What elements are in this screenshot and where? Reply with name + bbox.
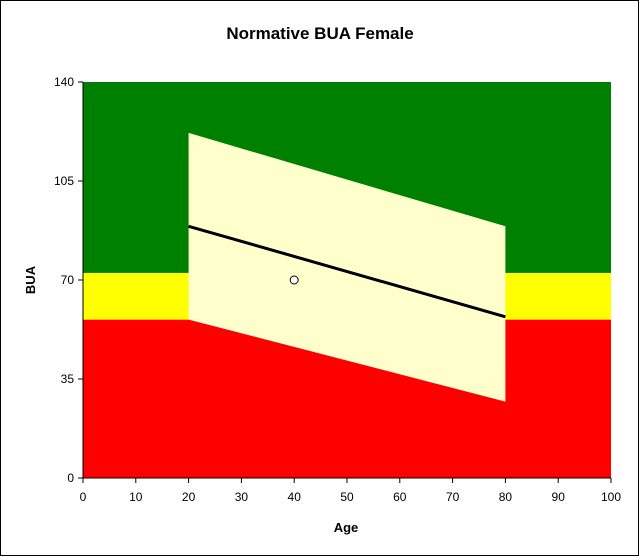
regression-line bbox=[188, 224, 506, 319]
x-tick-label: 80 bbox=[499, 490, 513, 504]
y-tick-label: 105 bbox=[54, 174, 74, 188]
normal-range-band bbox=[188, 132, 506, 402]
x-tick-label: 40 bbox=[288, 490, 302, 504]
x-tick-label: 0 bbox=[80, 490, 87, 504]
x-tick-label: 70 bbox=[446, 490, 460, 504]
x-tick-label: 90 bbox=[552, 490, 566, 504]
x-tick-label: 100 bbox=[601, 490, 621, 504]
x-tick-label: 30 bbox=[235, 490, 249, 504]
y-tick-label: 0 bbox=[67, 471, 74, 485]
x-tick-label: 20 bbox=[182, 490, 196, 504]
x-tick-label: 50 bbox=[340, 490, 354, 504]
chart-title: Normative BUA Female bbox=[226, 24, 413, 43]
y-axis-label: BUA bbox=[23, 265, 38, 294]
x-tick-label: 60 bbox=[393, 490, 407, 504]
y-tick-label: 35 bbox=[61, 372, 75, 386]
data-point bbox=[289, 275, 299, 285]
y-tick-label: 70 bbox=[61, 273, 75, 287]
y-tick-label: 140 bbox=[54, 75, 74, 89]
x-tick-label: 10 bbox=[129, 490, 143, 504]
x-axis-label: Age bbox=[334, 520, 359, 535]
